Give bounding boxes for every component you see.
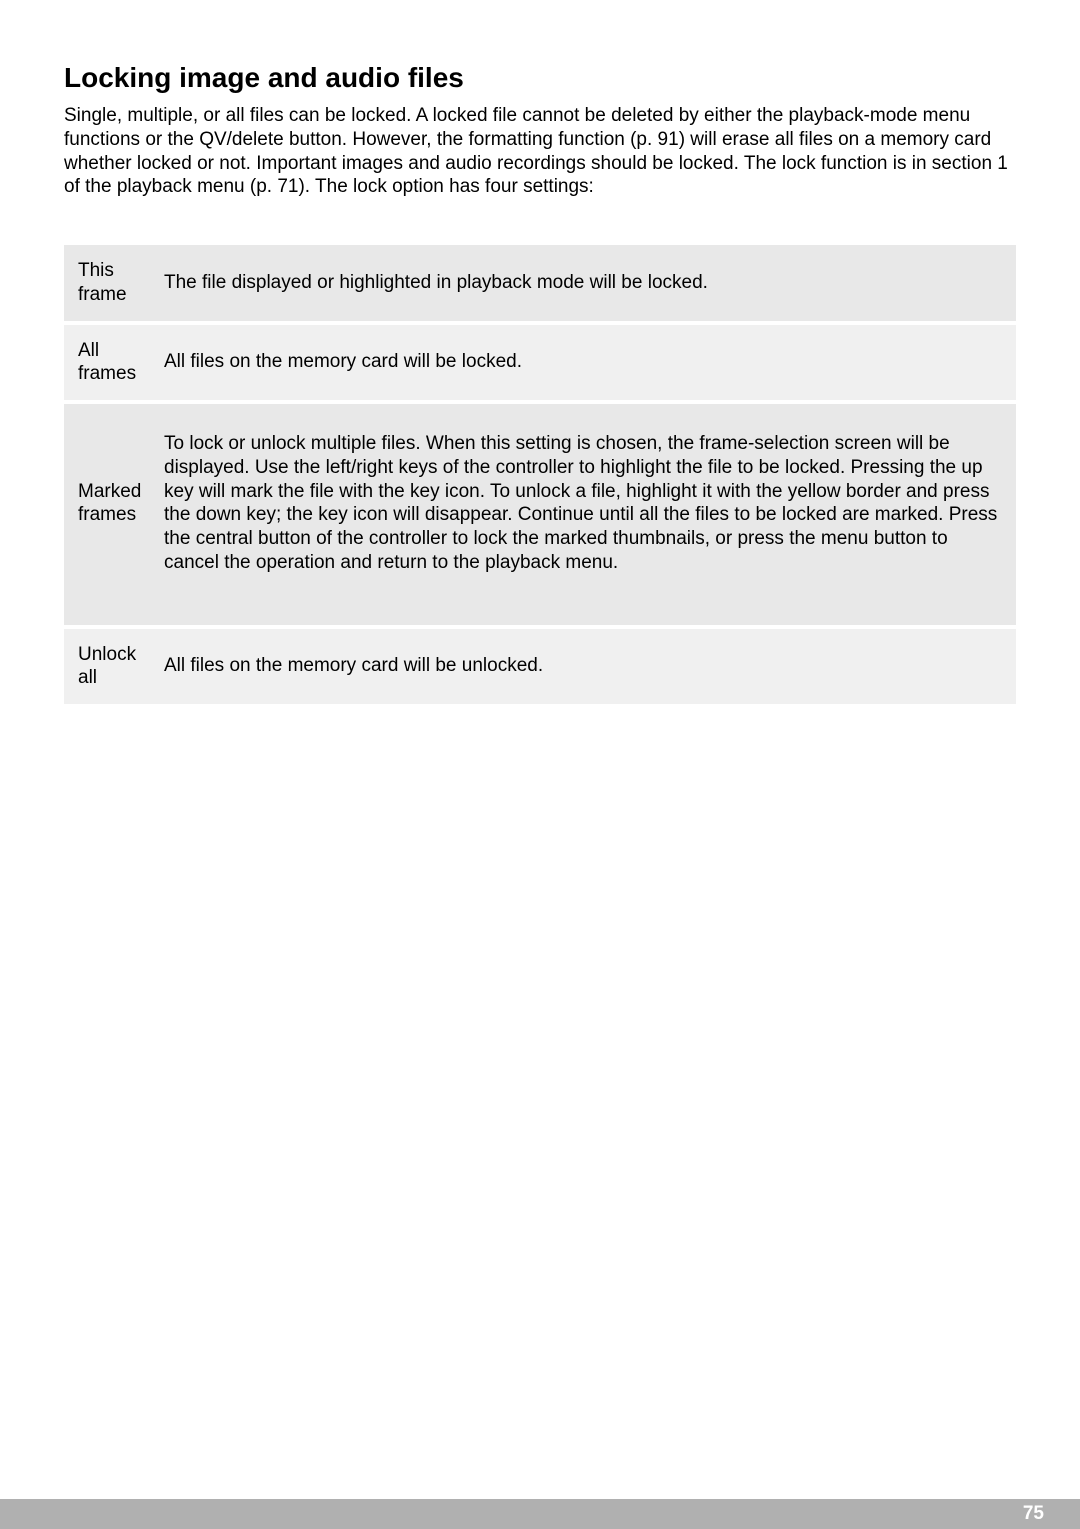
option-label: Thisframe	[64, 245, 164, 321]
lock-options-table: ThisframeThe file displayed or highlight…	[64, 241, 1016, 708]
table-row: AllframesAll files on the memory card wi…	[64, 325, 1016, 401]
document-page: Locking image and audio files Single, mu…	[0, 0, 1080, 708]
option-description: All files on the memory card will be unl…	[164, 629, 1016, 705]
table-row: MarkedframesTo lock or unlock multiple f…	[64, 404, 1016, 625]
option-label: Allframes	[64, 325, 164, 401]
option-description: The file displayed or highlighted in pla…	[164, 245, 1016, 321]
option-description: All files on the memory card will be loc…	[164, 325, 1016, 401]
footer-bar: 75	[0, 1499, 1080, 1529]
table-row: UnlockallAll files on the memory card wi…	[64, 629, 1016, 705]
table-row: ThisframeThe file displayed or highlight…	[64, 245, 1016, 321]
section-heading: Locking image and audio files	[64, 62, 1016, 94]
option-label: Markedframes	[64, 404, 164, 625]
option-description: To lock or unlock multiple files. When t…	[164, 404, 1016, 625]
intro-paragraph: Single, multiple, or all files can be lo…	[64, 104, 1016, 199]
option-label: Unlockall	[64, 629, 164, 705]
page-number: 75	[1023, 1503, 1044, 1525]
